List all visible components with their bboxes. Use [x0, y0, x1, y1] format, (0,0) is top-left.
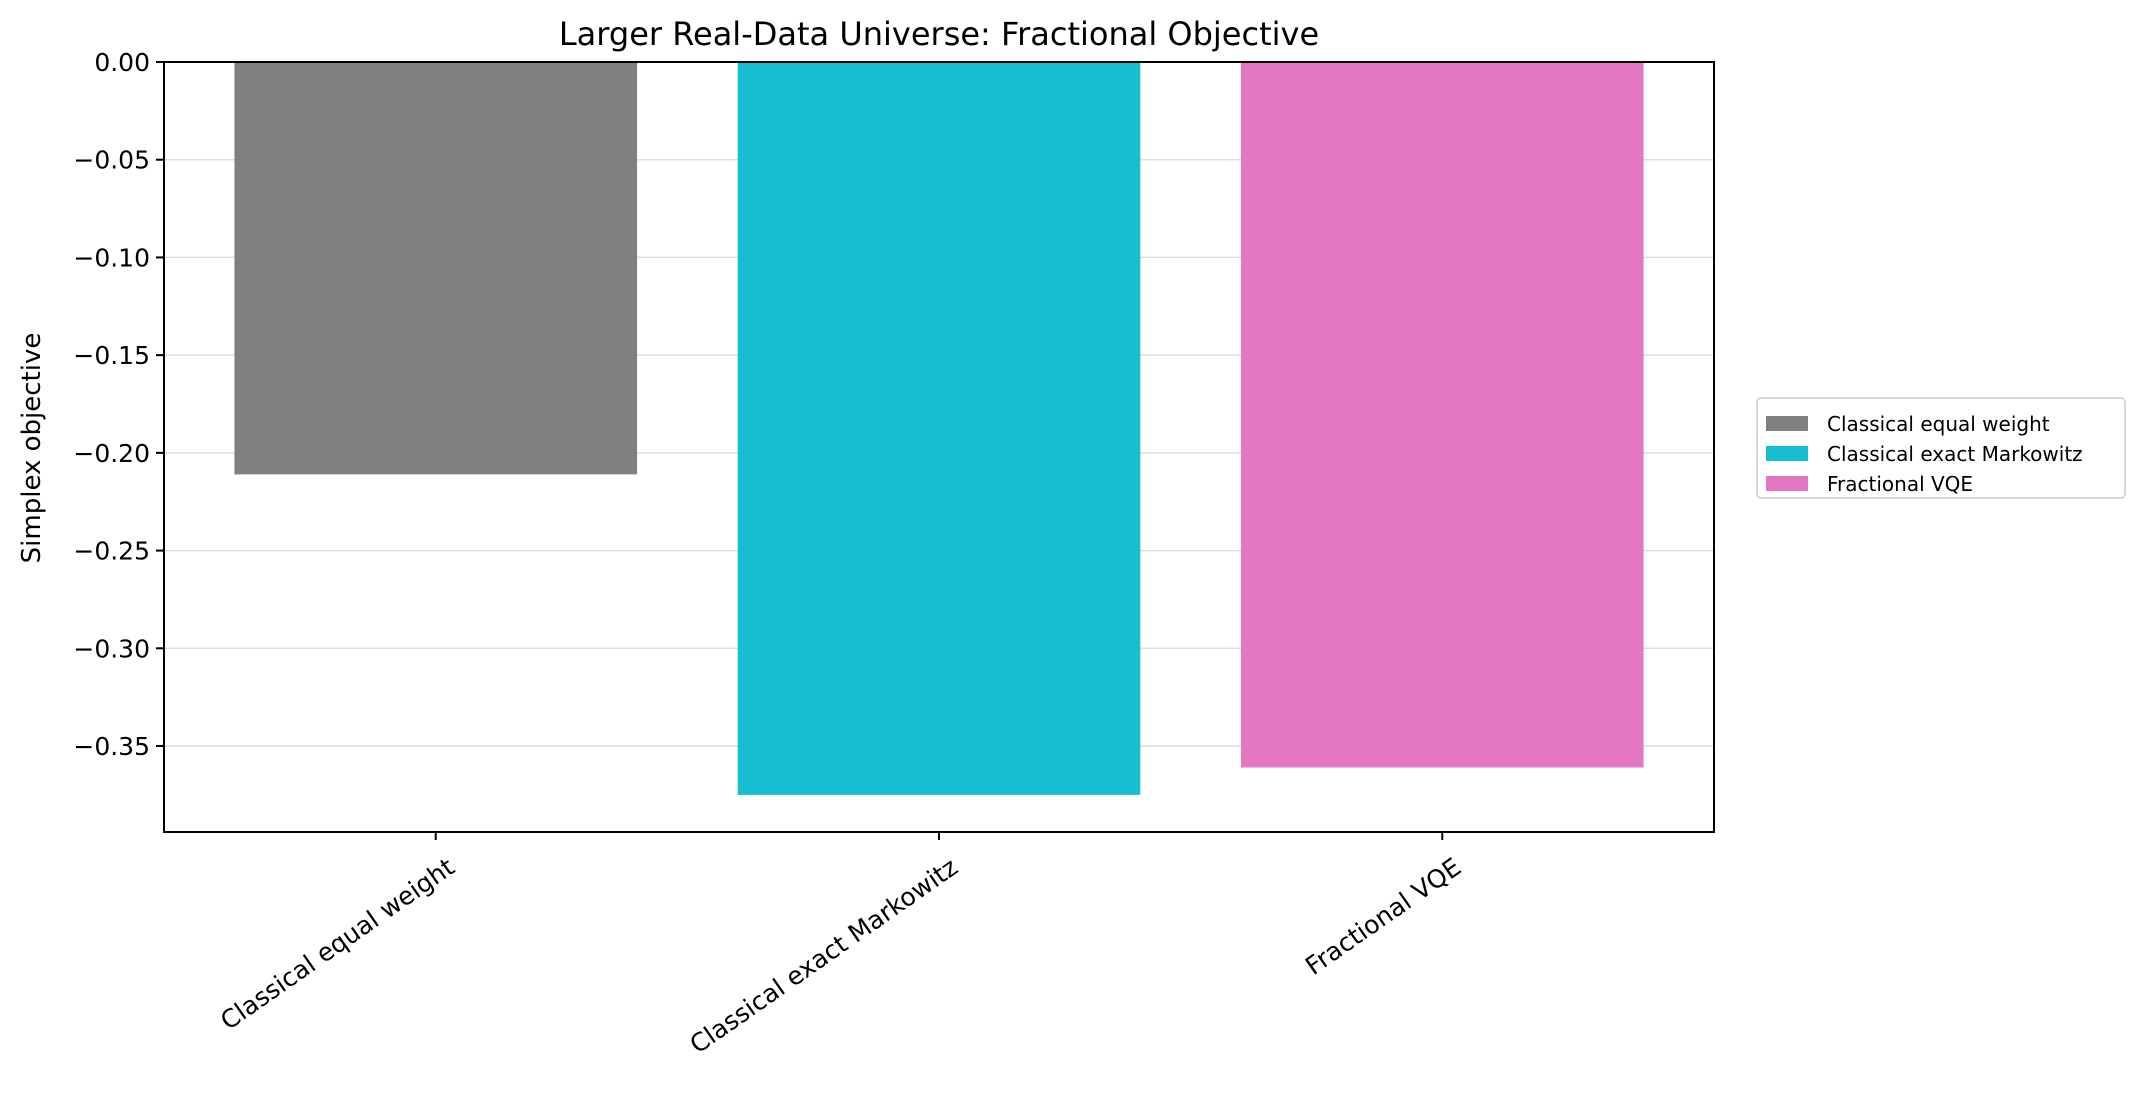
y-tick-label-1: −0.05: [73, 146, 150, 175]
legend-frame: [1756, 397, 2126, 499]
bar-0: [234, 62, 638, 475]
legend-swatch-0: [1766, 416, 1808, 431]
legend-label-1: Classical exact Markowitz: [1827, 442, 2083, 466]
legend-label-0: Classical equal weight: [1827, 412, 2050, 436]
y-tick-label-2: −0.10: [73, 243, 150, 272]
bar-2: [1240, 62, 1644, 768]
x-tick-label-1: Classical exact Markowitz: [685, 852, 963, 1059]
bars: [234, 62, 1644, 795]
x-tick-label-0: Classical equal weight: [215, 852, 460, 1035]
legend-swatch-2: [1766, 476, 1808, 491]
y-tick-label-0: 0.00: [94, 48, 150, 77]
x-tick-label-2: Fractional VQE: [1300, 852, 1466, 980]
x-axis-ticks: Classical equal weight Classical exact Ma…: [215, 832, 1466, 1059]
chart-title: Larger Real-Data Universe: Fractional Ob…: [559, 15, 1319, 53]
legend-label-2: Fractional VQE: [1827, 472, 1973, 496]
y-axis-label: Simplex objective: [17, 333, 47, 564]
y-tick-label-7: −0.35: [73, 732, 150, 761]
legend: Classical equal weight Classical exact Ma…: [1756, 397, 2126, 499]
bar-1: [737, 62, 1141, 795]
y-tick-label-5: −0.25: [73, 537, 150, 566]
y-axis-ticks: 0.00 −0.05 −0.10 −0.15 −0.20 −0.25 −0.30 −0.35: [73, 48, 164, 761]
legend-swatch-1: [1766, 446, 1808, 461]
y-tick-label-3: −0.15: [73, 341, 150, 370]
y-tick-label-4: −0.20: [73, 439, 150, 468]
y-tick-label-6: −0.30: [73, 634, 150, 663]
